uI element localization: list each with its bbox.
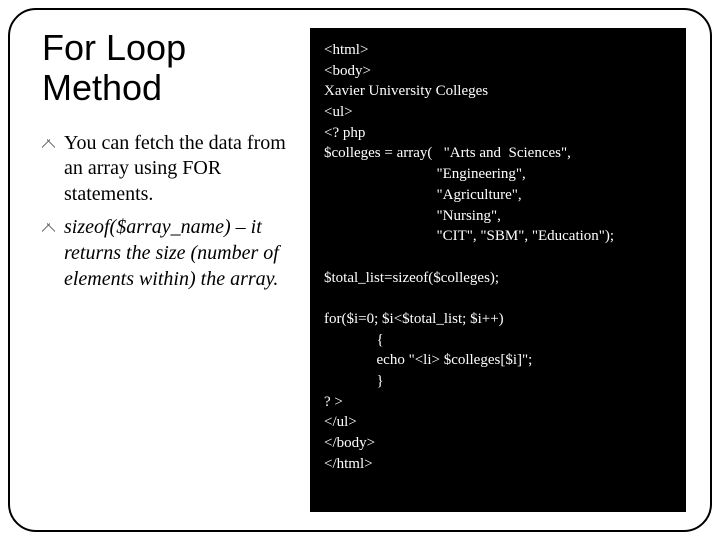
bullet-text-2: sizeof($array_name) – it returns the siz… [64,216,279,289]
code-block: <html> <body> Xavier University Colleges… [310,28,686,512]
bullet-item-2: sizeof($array_name) – it returns the siz… [42,215,294,292]
bullet-list: You can fetch the data from an array usi… [42,131,294,301]
bullet-item-1: You can fetch the data from an array usi… [42,131,294,208]
bullet-text-1: You can fetch the data from an array usi… [64,132,286,205]
left-column: For Loop Method You can fetch the data f… [42,28,294,512]
slide-title: For Loop Method [42,28,294,109]
slide-frame: For Loop Method You can fetch the data f… [8,8,712,532]
